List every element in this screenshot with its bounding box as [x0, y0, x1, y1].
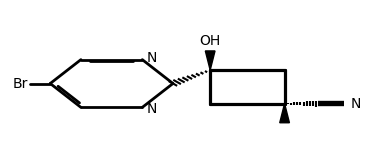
Text: N: N: [147, 102, 157, 116]
Text: N: N: [351, 97, 361, 111]
Polygon shape: [205, 51, 215, 70]
Polygon shape: [280, 104, 289, 123]
Text: Br: Br: [13, 76, 28, 91]
Text: N: N: [147, 51, 157, 65]
Text: OH: OH: [199, 34, 221, 48]
